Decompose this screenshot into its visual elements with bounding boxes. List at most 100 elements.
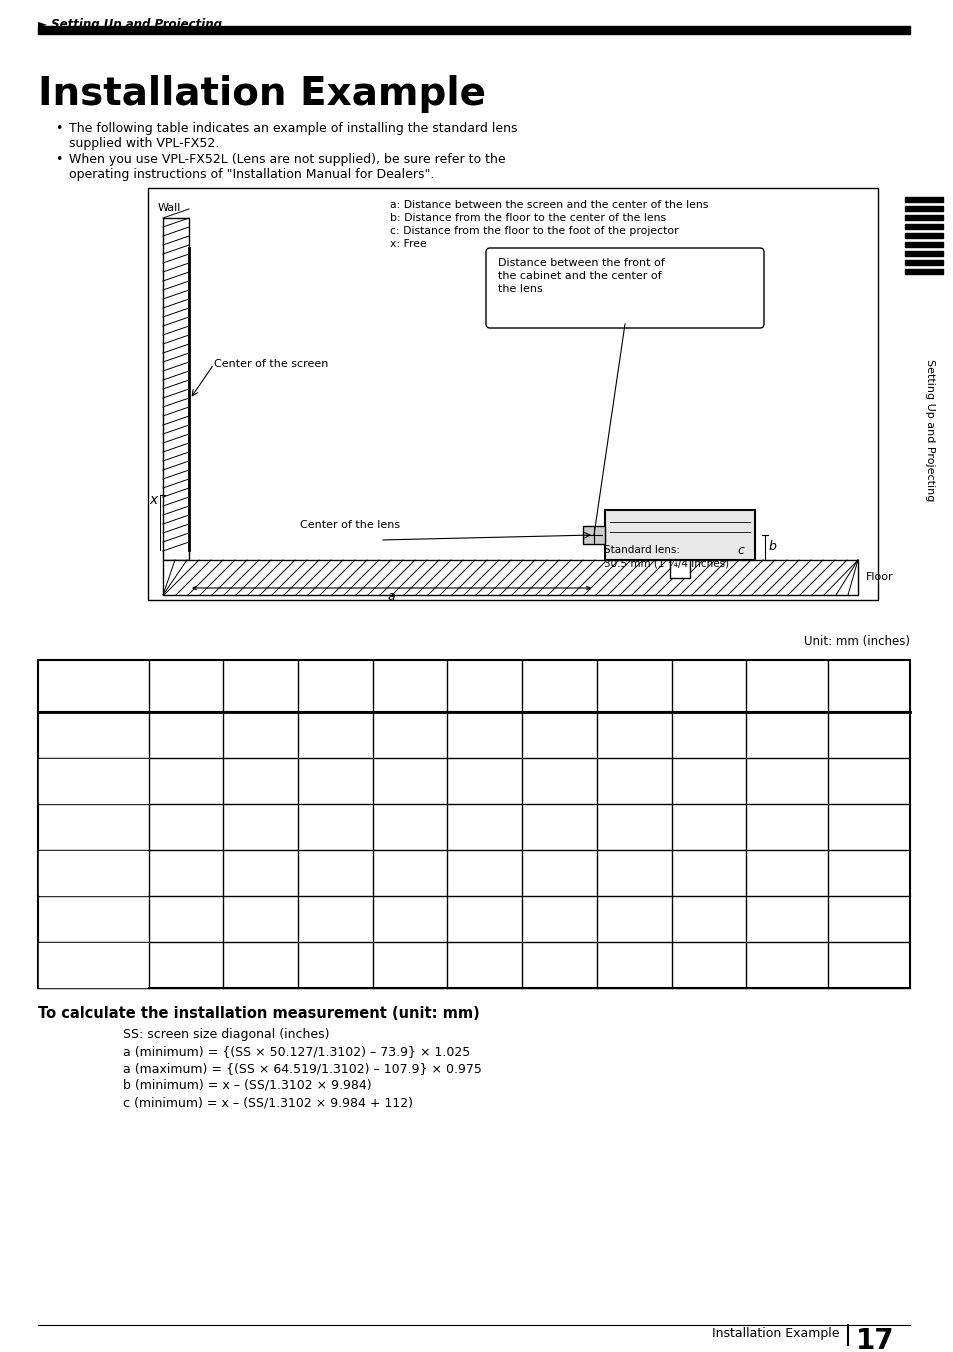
Text: Maximum: Maximum xyxy=(152,767,216,779)
Text: Floor: Floor xyxy=(865,572,893,581)
Bar xyxy=(669,560,689,579)
Bar xyxy=(904,197,942,201)
Text: 2780: 2780 xyxy=(246,767,275,779)
Text: operating instructions of "Installation Manual for Dealers".: operating instructions of "Installation … xyxy=(69,168,434,181)
Text: Installation Example: Installation Example xyxy=(712,1328,840,1340)
Text: Installation Example: Installation Example xyxy=(38,74,485,114)
Text: 5810: 5810 xyxy=(544,721,574,733)
Text: x-1905: x-1905 xyxy=(767,813,805,822)
Bar xyxy=(163,560,857,595)
Text: 1820: 1820 xyxy=(171,767,200,779)
Bar xyxy=(904,224,942,228)
Text: Distance: Distance xyxy=(152,779,210,792)
Text: •: • xyxy=(55,122,62,135)
Text: (x-36): (x-36) xyxy=(470,825,498,836)
Text: (185¹/8): (185¹/8) xyxy=(390,779,429,790)
Text: Distance: Distance xyxy=(152,871,210,884)
Text: (306): (306) xyxy=(695,733,721,744)
Text: x-762: x-762 xyxy=(394,813,426,822)
Text: x-1372: x-1372 xyxy=(614,813,653,822)
Text: (x-28¹/2): (x-28¹/2) xyxy=(314,917,356,927)
Bar xyxy=(38,26,909,34)
FancyBboxPatch shape xyxy=(485,247,763,329)
Text: (x-54¹/8): (x-54¹/8) xyxy=(612,825,655,836)
Text: x: Free: x: Free xyxy=(390,239,426,249)
Text: 7100: 7100 xyxy=(544,767,574,779)
Text: (279⁵/8): (279⁵/8) xyxy=(539,779,578,790)
Text: 11690: 11690 xyxy=(849,721,887,733)
Text: a: Distance between the screen and the center of the lens: a: Distance between the screen and the c… xyxy=(390,200,708,210)
Text: a (minimum) = {(SS × 50.127/1.3102) – 73.9} × 1.025: a (minimum) = {(SS × 50.127/1.3102) – 73… xyxy=(123,1045,470,1059)
Text: a: a xyxy=(387,589,395,603)
Text: 60: 60 xyxy=(250,679,271,694)
Text: (x-16¹/2): (x-16¹/2) xyxy=(165,917,207,927)
Text: x-1026: x-1026 xyxy=(465,904,503,914)
Text: (x-18): (x-18) xyxy=(246,825,274,836)
Text: 14300: 14300 xyxy=(850,767,886,779)
Text: When you use VPL-FX52L (Lens are not supplied), be sure refer to the: When you use VPL-FX52L (Lens are not sup… xyxy=(69,153,505,166)
Text: Unit: mm (inches): Unit: mm (inches) xyxy=(803,635,909,648)
Bar xyxy=(604,510,754,560)
Text: 200: 200 xyxy=(692,679,724,694)
Text: (222⁷/8): (222⁷/8) xyxy=(464,779,504,790)
Text: (374¹/8): (374¹/8) xyxy=(688,779,728,790)
Text: 250: 250 xyxy=(770,679,802,694)
Text: b (minimum) = x – (SS/1.3102 × 9.984): b (minimum) = x – (SS/1.3102 × 9.984) xyxy=(123,1079,372,1092)
Text: x-2398: x-2398 xyxy=(849,904,887,914)
Text: 9500: 9500 xyxy=(694,767,723,779)
Text: 180: 180 xyxy=(618,679,649,694)
Text: 40: 40 xyxy=(175,679,196,694)
Text: The following table indicates an example of installing the standard lens: The following table indicates an example… xyxy=(69,122,517,135)
Text: (x-12¹/8): (x-12¹/8) xyxy=(165,825,207,836)
Text: (x-22¹/2): (x-22¹/2) xyxy=(239,917,282,927)
Text: 30.5 mm (1 ¼/4 inches): 30.5 mm (1 ¼/4 inches) xyxy=(603,558,728,568)
Text: a (maximum) = {(SS × 64.519/1.3102) – 107.9} × 0.975: a (maximum) = {(SS × 64.519/1.3102) – 10… xyxy=(123,1063,481,1075)
Text: x-874: x-874 xyxy=(394,904,426,914)
Text: (x-64¹/2): (x-64¹/2) xyxy=(687,917,729,927)
Text: Wall: Wall xyxy=(158,203,181,214)
Bar xyxy=(904,242,942,247)
Bar xyxy=(39,850,147,895)
Bar xyxy=(904,251,942,256)
Text: (383¹/8): (383¹/8) xyxy=(767,733,806,744)
Text: x: x xyxy=(524,867,533,880)
Text: x-569: x-569 xyxy=(245,904,276,914)
Text: SS: screen size diagonal (inches): SS: screen size diagonal (inches) xyxy=(123,1028,329,1041)
Text: x-102 (x-4 ¹/8): x-102 (x-4 ¹/8) xyxy=(483,959,574,972)
Text: c: c xyxy=(737,544,743,557)
Text: x-610: x-610 xyxy=(319,813,351,822)
Text: 80: 80 xyxy=(324,679,346,694)
Bar xyxy=(904,215,942,220)
Bar xyxy=(148,188,877,600)
Text: 5660: 5660 xyxy=(470,767,499,779)
Text: b: Distance from the floor to the center of the lens: b: Distance from the floor to the center… xyxy=(390,214,665,223)
Text: Distance: Distance xyxy=(152,825,210,838)
Bar xyxy=(582,526,604,544)
Text: x-722: x-722 xyxy=(319,904,351,914)
Text: ► Setting Up and Projecting: ► Setting Up and Projecting xyxy=(38,18,222,31)
Text: To calculate the installation measurement (unit: mm): To calculate the installation measuremen… xyxy=(38,1006,479,1021)
Text: (x-58¹/2): (x-58¹/2) xyxy=(612,917,655,927)
Text: Maximum: Maximum xyxy=(152,950,216,963)
Text: 100: 100 xyxy=(394,679,425,694)
Bar xyxy=(904,206,942,211)
Text: x-1524: x-1524 xyxy=(689,813,727,822)
Text: 3850: 3850 xyxy=(395,721,424,733)
Text: (274⁷/8): (274⁷/8) xyxy=(614,733,653,744)
Text: Center of the lens: Center of the lens xyxy=(299,521,399,530)
Text: b: b xyxy=(88,841,99,859)
Text: (460³/8): (460³/8) xyxy=(848,733,888,744)
Text: x-1255: x-1255 xyxy=(539,904,578,914)
Bar xyxy=(38,660,909,988)
Text: (151⁵/8): (151⁵/8) xyxy=(390,733,429,744)
Text: 7770: 7770 xyxy=(693,721,723,733)
Text: 8540: 8540 xyxy=(618,767,648,779)
Text: •: • xyxy=(55,153,62,166)
Text: x-2286: x-2286 xyxy=(849,813,887,822)
Text: x: x xyxy=(150,493,158,507)
Text: (x-94¹/2): (x-94¹/2) xyxy=(847,917,889,927)
Text: c: Distance from the floor to the foot of the projector: c: Distance from the floor to the foot o… xyxy=(390,226,678,237)
Text: 6980: 6980 xyxy=(618,721,648,733)
Text: (228⁷/8): (228⁷/8) xyxy=(539,733,578,744)
Text: supplied with VPL-FX52.: supplied with VPL-FX52. xyxy=(69,137,219,150)
